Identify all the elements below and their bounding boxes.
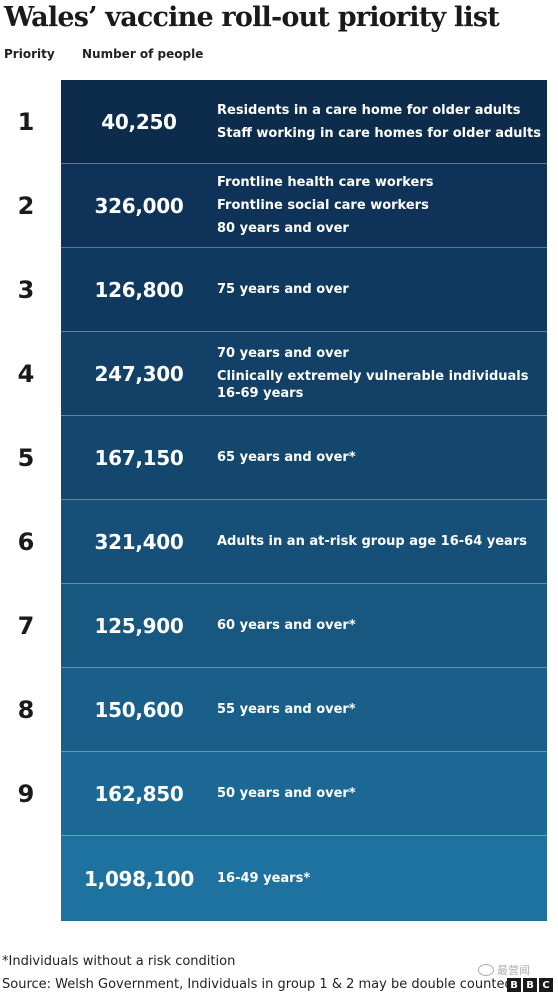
table-row: 7 125,900 60 years and over*	[18, 584, 547, 668]
eligible-groups: Residents in a care home for older adult…	[217, 80, 541, 163]
table-row: 3 126,800 75 years and over	[18, 248, 547, 332]
people-count: 247,300	[94, 361, 184, 386]
group-label: 70 years and over	[217, 346, 349, 361]
watermark: 最营闻	[478, 962, 530, 978]
eligible-groups: 50 years and over*	[217, 752, 541, 835]
priority-number: 5	[17, 443, 35, 472]
group-label: Frontline social care workers	[217, 198, 429, 213]
wechat-icon	[478, 964, 494, 976]
bbc-logo-letter: B	[507, 978, 521, 992]
chart-title: Wales’ vaccine roll-out priority list	[4, 2, 500, 33]
table-row: 4 247,300 70 years and over Clinically extr…	[18, 332, 547, 416]
priority-number: 8	[17, 695, 35, 724]
group-label: Clinically extremely vulnerable individu…	[217, 369, 529, 401]
people-count: 125,900	[94, 613, 184, 638]
table-row: 9 162,850 50 years and over*	[18, 752, 547, 836]
watermark-text: 最营闻	[497, 964, 530, 977]
eligible-groups: Adults in an at-risk group age 16-64 yea…	[217, 500, 541, 583]
group-label: 75 years and over	[217, 282, 349, 297]
people-count: 326,000	[94, 193, 184, 218]
source-note: Source: Welsh Government, Individuals in…	[2, 977, 513, 992]
bbc-logo-letter: B	[523, 978, 537, 992]
group-label: 60 years and over*	[217, 618, 356, 633]
eligible-groups: 16-49 years*	[217, 836, 541, 921]
group-label: 16-49 years*	[217, 871, 311, 886]
priority-number: 9	[17, 779, 35, 808]
table-row: 1 40,250 Residents in a care home for olde…	[18, 80, 547, 164]
group-label: Frontline health care workers	[217, 175, 434, 190]
people-count: 321,400	[94, 529, 184, 554]
eligible-groups: 70 years and over Clinically extremely vu…	[217, 332, 541, 415]
people-count: 40,250	[101, 109, 177, 134]
people-count: 150,600	[94, 697, 184, 722]
people-count: 1,098,100	[84, 866, 194, 891]
eligible-groups: 65 years and over*	[217, 416, 541, 499]
bbc-logo: B B C	[507, 978, 553, 992]
group-label: Residents in a care home for older adult…	[217, 102, 521, 118]
table-row: 2 326,000 Frontline health care workers Fro…	[18, 164, 547, 248]
bbc-logo-letter: C	[539, 978, 553, 992]
priority-number: 6	[17, 527, 35, 556]
table-row: 8 150,600 55 years and over*	[18, 668, 547, 752]
group-label: 80 years and over	[217, 221, 349, 236]
group-label: Adults in an at-risk group age 16-64 yea…	[217, 534, 527, 549]
footnote: *Individuals without a risk condition	[2, 954, 236, 969]
table-row: 1,098,100 16-49 years*	[61, 836, 547, 921]
eligible-groups: 55 years and over*	[217, 668, 541, 751]
people-count: 167,150	[94, 445, 184, 470]
priority-number: 7	[17, 611, 35, 640]
eligible-groups: 75 years and over	[217, 248, 541, 331]
people-count: 162,850	[94, 781, 184, 806]
group-label: 65 years and over*	[217, 450, 356, 465]
group-label: 55 years and over*	[217, 702, 356, 717]
table-row: 5 167,150 65 years and over*	[18, 416, 547, 500]
priority-number: 1	[17, 107, 35, 136]
group-label: Staff working in care homes for older ad…	[217, 125, 541, 141]
table-row: 6 321,400 Adults in an at-risk group age 1…	[18, 500, 547, 584]
eligible-groups: Frontline health care workers Frontline s…	[217, 164, 541, 247]
priority-number: 3	[17, 275, 35, 304]
people-count: 126,800	[94, 277, 184, 302]
priority-column-header: Priority	[4, 47, 55, 61]
group-label: 50 years and over*	[217, 786, 356, 801]
priority-table: 1 40,250 Residents in a care home for olde…	[18, 80, 547, 921]
priority-number: 4	[17, 359, 35, 388]
priority-number: 2	[17, 191, 35, 220]
people-column-header: Number of people	[82, 47, 204, 61]
eligible-groups: 60 years and over*	[217, 584, 541, 667]
priority-number	[0, 836, 52, 921]
